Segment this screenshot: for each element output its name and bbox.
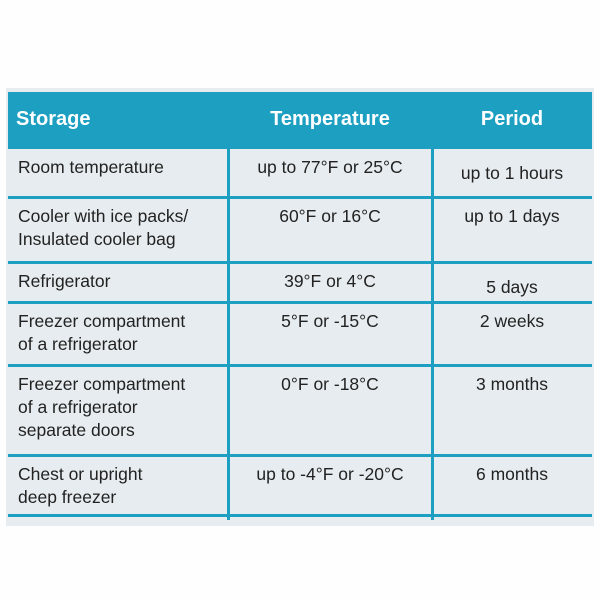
cell: Cooler with ice packs/Insulated cooler b… — [8, 197, 228, 262]
cell: 2 weeks — [479, 311, 545, 331]
cell: 39°F or 4°C — [284, 271, 376, 291]
header-cell: Temperature — [228, 92, 432, 146]
cell: 5 days — [486, 277, 538, 297]
row-divider — [8, 261, 592, 264]
cell-line: Freezer compartment — [18, 374, 186, 394]
row-divider — [8, 364, 592, 367]
row-divider — [8, 514, 592, 517]
header-cell: Period — [432, 92, 592, 146]
cell: Refrigerator — [8, 262, 228, 302]
cell: 5°F or -15°C — [281, 311, 379, 331]
column-divider — [431, 92, 434, 520]
cell: 3 months — [476, 374, 548, 394]
cell-line: Room temperature — [18, 157, 164, 177]
cell-line: deep freezer — [18, 487, 117, 507]
cell: 60°F or 16°C — [279, 206, 381, 226]
cell: up to 1 hours — [460, 163, 564, 183]
row-divider — [8, 146, 592, 149]
cell: Chest or upright deep freezer — [8, 455, 228, 515]
cell: up to -4°F or -20°C — [256, 464, 404, 484]
cell: Freezer compartment of a refrigerator — [8, 302, 228, 365]
cell-line: of a refrigerator — [18, 397, 138, 417]
cell: up to 1 days — [464, 206, 560, 226]
cell-line: of a refrigerator — [18, 334, 138, 354]
row-divider — [8, 454, 592, 457]
row-divider — [8, 196, 592, 199]
storage-table: Storage Temperature Period Room temperature… — [6, 88, 594, 526]
cell-line: Cooler with ice packs/ — [18, 206, 189, 226]
cell: 6 months — [476, 464, 548, 484]
header-cell: Storage — [8, 92, 228, 146]
cell-line: separate doors — [18, 420, 135, 440]
row-divider — [8, 301, 592, 304]
cell: up to 77°F or 25°C — [257, 157, 403, 177]
cell: Freezer compartment of a refrigerator sepa… — [8, 365, 228, 455]
column-divider — [227, 92, 230, 520]
cell-line: Chest or upright — [18, 464, 143, 484]
cell-line: Refrigerator — [18, 271, 111, 291]
cell: 0°F or -18°C — [281, 374, 379, 394]
cell: Room temperature — [8, 148, 228, 197]
cell-line: Insulated cooler bag — [18, 229, 176, 249]
cell-line: Freezer compartment — [18, 311, 186, 331]
